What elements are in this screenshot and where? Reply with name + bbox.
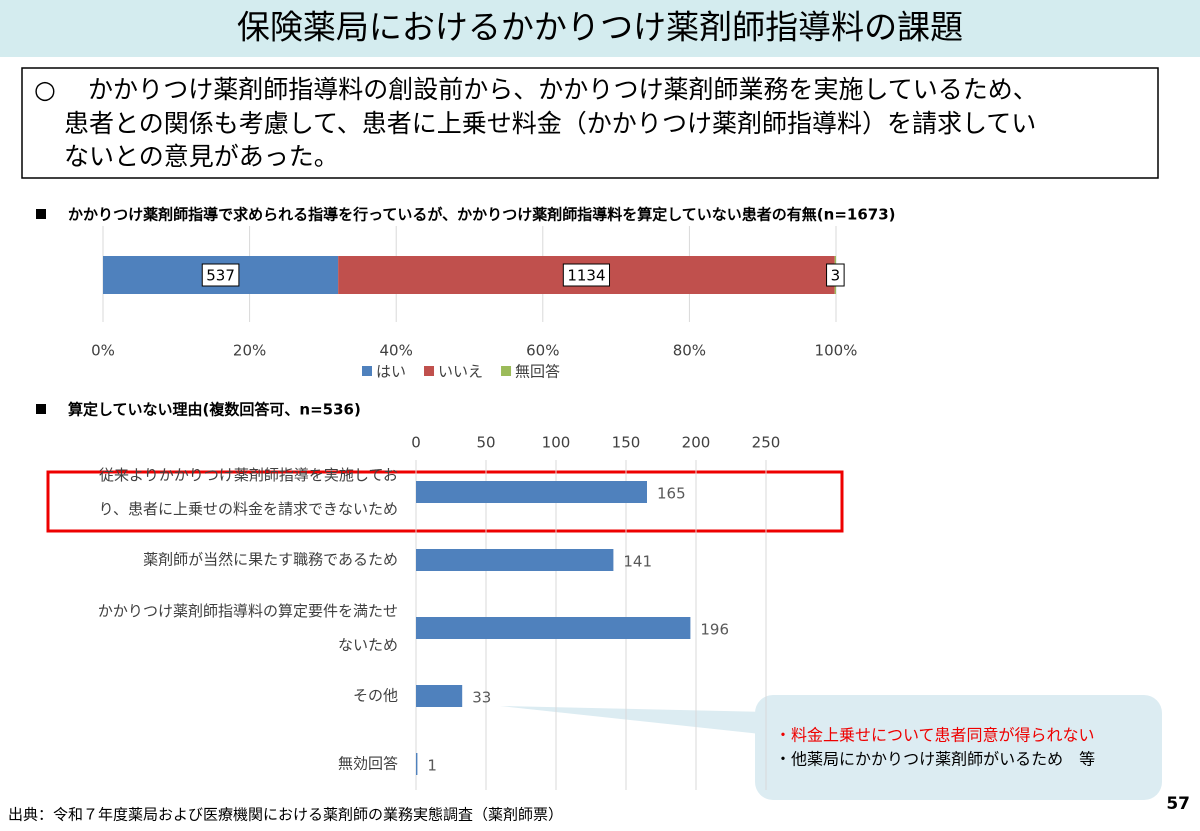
slide-title: 保険薬局におけるかかりつけ薬剤師指導料の課題	[237, 8, 963, 47]
x-tick-label: 50	[476, 434, 495, 452]
summary-bullet: ○	[34, 75, 56, 104]
title-bullet	[36, 209, 46, 219]
data-label: 1	[427, 757, 437, 775]
data-label: 33	[472, 689, 491, 707]
summary-line: ないとの意見があった。	[64, 142, 339, 171]
bar	[416, 753, 418, 775]
data-label: 165	[657, 485, 686, 503]
x-tick-label: 150	[612, 434, 641, 452]
x-tick-label: 20%	[233, 342, 266, 360]
summary-line: 患者との関係も考慮して、患者に上乗せ料金（かかりつけ薬剤師指導料）を請求してい	[64, 109, 1036, 138]
data-label-box	[201, 263, 240, 287]
y-tick-label: 薬剤師が当然に果たす職務であるため	[143, 551, 398, 569]
data-label: 196	[700, 621, 729, 639]
data-label-box	[826, 263, 845, 287]
data-label: 537	[206, 267, 235, 285]
highlight-box	[46, 470, 844, 533]
y-tick-label: 無効回答	[338, 755, 398, 773]
x-tick-label: 60%	[526, 342, 559, 360]
chart-title: かかりつけ薬剤師指導で求められる指導を行っているが、かかりつけ薬剤師指導料を算定…	[68, 206, 896, 224]
legend-label: はい	[376, 363, 406, 381]
summary-line: かかりつけ薬剤師指導料の創設前から、かかりつけ薬剤師業務を実施しているため、	[88, 75, 1038, 104]
callout	[755, 695, 1162, 800]
data-label: 3	[831, 267, 841, 285]
page-number: 57	[1166, 794, 1190, 814]
x-tick-label: 0%	[91, 342, 115, 360]
x-tick-label: 200	[682, 434, 711, 452]
bar	[416, 685, 463, 707]
data-label-box	[562, 263, 611, 287]
y-tick-label: 従来よりかかりつけ薬剤師指導を実施しており、患者に上乗せの料金を請求できないため	[99, 466, 398, 518]
bar	[416, 617, 691, 639]
bar	[416, 549, 614, 571]
callout-line: ・他薬局にかかりつけ薬剤師がいるため 等	[775, 750, 1095, 769]
bar	[416, 481, 647, 503]
y-tick-label: その他	[353, 687, 398, 705]
data-label: 1134	[567, 267, 605, 285]
source: 出典：令和７年度薬局および医療機関における薬剤師の業務実態調査（薬剤師票）	[8, 806, 563, 824]
summary-box	[21, 67, 1159, 179]
title-bullet	[36, 404, 46, 414]
legend-label: 無回答	[515, 363, 560, 381]
data-label: 141	[623, 553, 652, 571]
legend-swatch	[501, 366, 512, 376]
callout-line: ・料金上乗せについて患者同意が得られない	[775, 726, 1095, 745]
x-tick-label: 80%	[673, 342, 706, 360]
x-tick-label: 250	[752, 434, 781, 452]
legend-label: いいえ	[438, 363, 483, 381]
x-tick-label: 40%	[380, 342, 413, 360]
header-band	[0, 0, 1200, 57]
legend-swatch	[424, 366, 435, 376]
legend-swatch	[362, 366, 372, 376]
x-tick-label: 0	[411, 434, 421, 452]
y-tick-label: かかりつけ薬剤師指導料の算定要件を満たせないため	[98, 602, 398, 654]
chart-title: 算定していない理由(複数回答可、n=536)	[68, 401, 361, 419]
x-tick-label: 100%	[815, 342, 858, 360]
x-tick-label: 100	[542, 434, 571, 452]
callout-tail	[500, 706, 770, 735]
